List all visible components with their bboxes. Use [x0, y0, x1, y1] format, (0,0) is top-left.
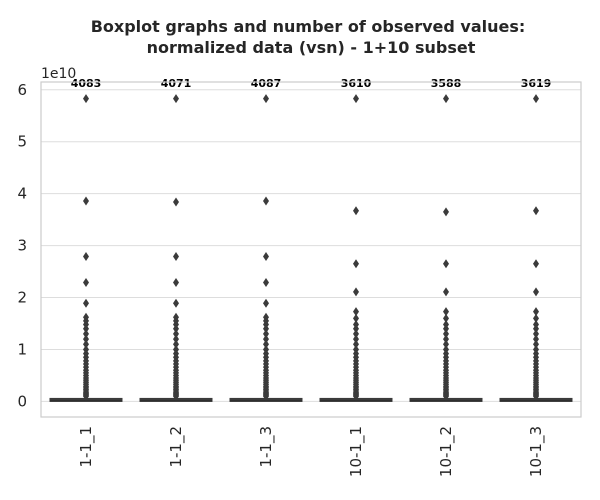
outlier-point: [443, 259, 449, 269]
outlier-point: [173, 339, 179, 349]
y-tick-label: 1: [17, 340, 27, 358]
outlier-point: [263, 391, 269, 401]
outlier-point: [533, 287, 539, 297]
x-tick-label: 10-1_3: [527, 426, 546, 477]
outlier-point: [83, 94, 89, 104]
outlier-point: [533, 339, 539, 349]
outlier-point: [353, 313, 359, 323]
outlier-point: [173, 298, 179, 308]
outlier-point: [443, 324, 449, 334]
x-tick-label: 1-1_3: [257, 426, 276, 468]
outlier-point: [83, 196, 89, 206]
outlier-point: [353, 259, 359, 269]
outlier-point: [263, 329, 269, 339]
outlier-point: [173, 334, 179, 344]
y-tick-label: 3: [17, 237, 27, 255]
outlier-point: [83, 277, 89, 287]
outlier-point: [263, 339, 269, 349]
outlier-point: [443, 207, 449, 217]
outlier-point: [83, 391, 89, 401]
outlier-point: [443, 307, 449, 317]
y-tick-label: 4: [17, 185, 27, 203]
outlier-point: [353, 206, 359, 216]
outlier-point: [533, 324, 539, 334]
chart-title-line-2: normalized data (vsn) - 1+10 subset: [147, 38, 476, 57]
outlier-point: [443, 287, 449, 297]
outlier-point: [353, 307, 359, 317]
outlier-point: [263, 94, 269, 104]
outlier-point: [533, 334, 539, 344]
y-tick-label: 2: [17, 289, 27, 307]
outlier-point: [263, 277, 269, 287]
box-10-1_1: [319, 94, 393, 402]
count-label: 4087: [251, 77, 282, 90]
outlier-point: [263, 298, 269, 308]
outlier-point: [533, 313, 539, 323]
y-tick-label: 6: [17, 81, 27, 99]
outlier-point: [443, 339, 449, 349]
outlier-point: [353, 391, 359, 401]
outlier-point: [83, 324, 89, 334]
y-tick-label: 5: [17, 133, 27, 151]
outlier-point: [443, 329, 449, 339]
outlier-point: [83, 339, 89, 349]
outlier-point: [263, 252, 269, 262]
outlier-point: [263, 334, 269, 344]
y-axis-offset-label: 1e10: [41, 66, 76, 82]
y-axis: 0 1 2 3 4 5 6: [17, 81, 27, 411]
outlier-point: [533, 391, 539, 401]
plot-frame: [40, 81, 582, 418]
box-1-1_3: [229, 94, 303, 402]
outlier-point: [263, 324, 269, 334]
outlier-point: [533, 206, 539, 216]
chart-title-line-1: Boxplot graphs and number of observed va…: [91, 17, 526, 36]
y-tick-label: 0: [17, 392, 27, 410]
outlier-point: [83, 334, 89, 344]
outlier-point: [353, 287, 359, 297]
outlier-point: [173, 329, 179, 339]
outlier-point: [173, 324, 179, 334]
x-axis: 1-1_1 1-1_2 1-1_3 10-1_1 10-1_2 10-1_3: [77, 426, 546, 477]
grid-lines: [41, 89, 581, 402]
box-10-1_3: [499, 94, 573, 402]
outlier-point: [353, 94, 359, 104]
box-1-1_1: [49, 94, 123, 402]
outlier-point: [173, 391, 179, 401]
outlier-point: [83, 252, 89, 262]
box-10-1_2: [409, 94, 483, 402]
outlier-point: [443, 334, 449, 344]
outlier-point: [173, 94, 179, 104]
outlier-point: [263, 196, 269, 206]
outlier-point: [533, 307, 539, 317]
outlier-point: [173, 277, 179, 287]
outlier-point: [173, 197, 179, 207]
outlier-point: [353, 334, 359, 344]
outlier-point: [443, 94, 449, 104]
outlier-point: [533, 94, 539, 104]
outlier-point: [173, 252, 179, 262]
x-tick-label: 10-1_2: [437, 426, 456, 477]
count-labels: 4083 4071 4087 3610 3588 3619: [71, 77, 552, 90]
outlier-point: [443, 313, 449, 323]
box-1-1_2: [139, 94, 213, 402]
count-label: 3610: [341, 77, 372, 90]
outlier-point: [83, 298, 89, 308]
outlier-point: [353, 339, 359, 349]
x-tick-label: 10-1_1: [347, 426, 366, 477]
outlier-point: [353, 324, 359, 334]
count-label: 3588: [431, 77, 462, 90]
outlier-point: [443, 391, 449, 401]
boxes: [49, 94, 573, 402]
count-label: 4071: [161, 77, 192, 90]
outlier-point: [533, 329, 539, 339]
outlier-point: [83, 329, 89, 339]
outlier-point: [533, 259, 539, 269]
x-tick-label: 1-1_1: [77, 426, 96, 468]
x-tick-label: 1-1_2: [167, 426, 186, 468]
count-label: 3619: [521, 77, 552, 90]
outlier-point: [353, 329, 359, 339]
count-label: 4083: [71, 77, 102, 90]
